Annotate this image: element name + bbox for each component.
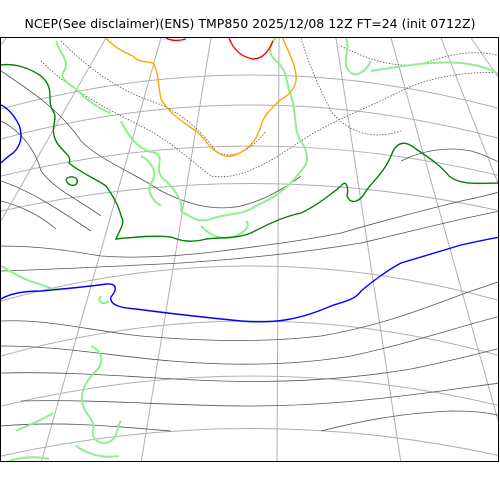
isotherm-minus6c <box>1 104 22 164</box>
meridian-line <box>440 38 498 185</box>
latitude-line <box>1 183 498 212</box>
meridian-line <box>390 38 498 423</box>
coastline <box>344 38 372 76</box>
latitude-lines <box>1 74 498 457</box>
map-title: NCEP(See disclaimer)(ENS) TMP850 2025/12… <box>24 16 476 31</box>
map-panel[interactable] <box>0 37 499 462</box>
coastline <box>120 38 308 222</box>
latitude-line <box>1 375 498 407</box>
meridian-line <box>1 38 7 46</box>
isotherm-minus6c <box>1 236 498 323</box>
isotherm-0c <box>1 63 498 242</box>
isotherm-warm-red <box>165 38 187 42</box>
coastline <box>80 345 122 444</box>
isotherm-warm-orange <box>105 38 297 158</box>
latitude-line <box>1 74 498 110</box>
meridian-line <box>276 38 280 461</box>
isotherm <box>20 382 498 407</box>
isotherm <box>320 410 498 432</box>
isotherm <box>1 120 102 217</box>
latitude-line <box>1 428 498 457</box>
coastline <box>370 61 498 75</box>
isotherm <box>1 281 498 341</box>
meridian-lines <box>1 38 498 461</box>
isotherm <box>1 348 498 382</box>
isotherm <box>300 38 402 136</box>
coastline <box>8 456 50 461</box>
latitude-line <box>1 104 498 140</box>
isotherms <box>1 70 498 432</box>
isotherm <box>1 180 92 232</box>
isotherm-0c <box>65 176 78 187</box>
isotherm <box>1 316 498 365</box>
isotherm <box>40 60 498 178</box>
latitude-line <box>1 265 498 302</box>
isotherm <box>60 40 267 156</box>
meridian-line <box>335 38 402 461</box>
meridian-line <box>41 38 162 461</box>
coastlines <box>1 38 498 461</box>
isotherm <box>340 45 498 66</box>
isotherm <box>1 211 498 272</box>
isotherm-warm-red <box>228 38 274 60</box>
isotherm <box>1 200 57 230</box>
cold-isotherms <box>40 38 498 178</box>
isotherm <box>1 191 498 258</box>
isotherm <box>1 70 302 209</box>
latitude-line <box>1 145 498 177</box>
coastline <box>55 40 112 114</box>
temperature-map <box>1 38 498 461</box>
meridian-line <box>140 38 212 461</box>
isotherm <box>1 423 172 432</box>
meridian-line <box>470 38 498 78</box>
coastline <box>140 155 162 207</box>
coastline <box>15 412 54 432</box>
coastline <box>98 295 110 305</box>
coastline <box>75 445 120 458</box>
isotherm <box>400 148 498 163</box>
